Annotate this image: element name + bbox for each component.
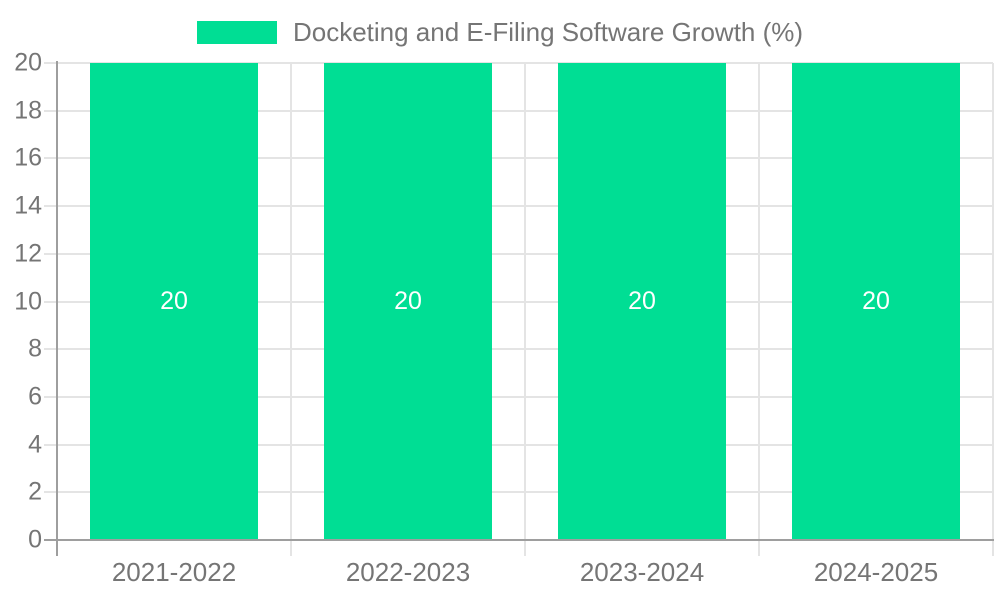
legend: Docketing and E-Filing Software Growth (… (0, 16, 1000, 48)
bar: 20 (90, 63, 258, 540)
y-axis-tick (44, 300, 57, 303)
y-axis-tick (44, 252, 57, 255)
bar-value-label: 20 (394, 287, 422, 315)
y-axis-line (56, 61, 58, 556)
y-axis-tick (44, 539, 57, 541)
gridline-vertical (524, 63, 526, 556)
y-axis-tick (44, 157, 57, 160)
y-axis-tick-label: 20 (14, 48, 42, 77)
x-axis-category-label: 2022-2023 (345, 557, 471, 587)
gridline-vertical (992, 63, 994, 556)
y-axis-tick (44, 62, 57, 64)
x-axis-line (56, 539, 994, 541)
bar: 20 (558, 63, 726, 540)
bar: 20 (792, 63, 960, 540)
y-axis-tick (44, 443, 57, 446)
bar-value-label: 20 (628, 287, 656, 315)
legend-label: Docketing and E-Filing Software Growth (… (292, 17, 804, 47)
y-axis-tick-label: 6 (28, 382, 42, 411)
bar: 20 (324, 63, 492, 540)
y-axis-tick (44, 109, 57, 112)
y-axis-tick-label: 2 (28, 477, 42, 506)
y-axis-tick (44, 491, 57, 494)
y-axis-tick-label: 4 (28, 430, 42, 459)
x-axis-category-label: 2021-2022 (111, 557, 237, 587)
legend-swatch (196, 20, 277, 44)
y-axis-tick (44, 348, 57, 351)
gridline-vertical (758, 63, 760, 556)
y-axis-tick-label: 10 (14, 287, 42, 315)
bar-value-label: 20 (160, 287, 188, 315)
gridline-vertical (290, 63, 292, 556)
y-axis-tick-label: 8 (28, 334, 42, 363)
y-axis-tick-label: 12 (14, 239, 42, 268)
y-axis-tick-label: 14 (14, 191, 42, 220)
bar-value-label: 20 (862, 287, 890, 315)
y-axis-tick-label: 18 (14, 96, 42, 125)
y-axis-tick-label: 0 (28, 525, 42, 554)
y-axis-tick (44, 205, 57, 208)
y-axis-tick-label: 16 (14, 143, 42, 172)
x-axis-category-label: 2023-2024 (579, 557, 705, 587)
x-axis-category-label: 2024-2025 (813, 557, 939, 587)
y-axis-tick (44, 395, 57, 398)
